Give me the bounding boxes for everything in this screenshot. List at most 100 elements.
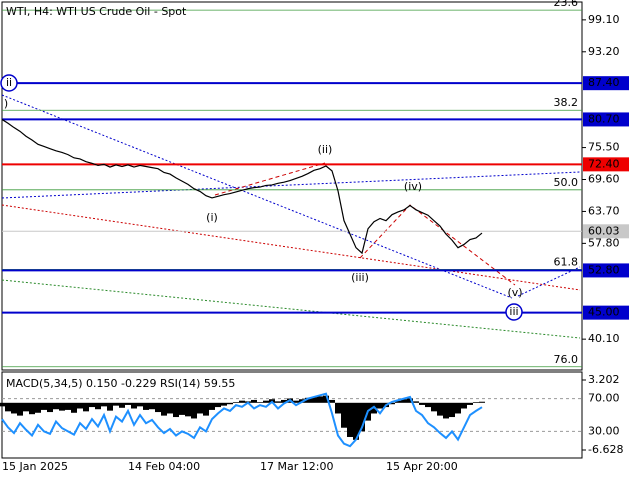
trendline: [1, 94, 513, 299]
macd-bar: [41, 402, 47, 410]
level-label: 52.80: [588, 263, 620, 276]
macd-bar: [119, 402, 125, 408]
x-tick-label: 14 Feb 04:00: [128, 460, 200, 473]
fib-label: 76.0: [554, 353, 579, 366]
macd-bar: [143, 402, 149, 410]
price-line: [1, 118, 483, 255]
macd-bar: [335, 402, 341, 414]
level-box: [583, 263, 629, 278]
macd-bar: [359, 402, 365, 432]
macd-bar: [347, 402, 353, 437]
wave-label: (v): [507, 286, 522, 299]
macd-bar: [71, 402, 77, 413]
macd-bar: [473, 402, 479, 403]
macd-bar: [329, 399, 335, 403]
wave-label: (i): [206, 211, 218, 224]
macd-bar: [29, 402, 35, 415]
level-box: [583, 112, 629, 127]
macd-bar: [155, 402, 161, 413]
macd-bar: [107, 402, 113, 411]
macd-bar: [161, 402, 167, 416]
macd-bar: [101, 402, 107, 407]
wave-path: [359, 204, 516, 286]
fib-label: 50.0: [554, 176, 579, 189]
macd-bar: [47, 402, 53, 413]
macd-bar: [323, 395, 329, 403]
trendline: [517, 266, 581, 297]
macd-bar: [239, 400, 245, 403]
rsi-line: [1, 392, 483, 448]
macd-bar: [11, 402, 17, 414]
y2-tick-label: 3.202: [588, 373, 620, 386]
trendline: [1, 204, 581, 291]
x-tick-label: 15 Apr 20:00: [386, 460, 458, 473]
macd-bar: [401, 399, 407, 403]
macd-bar: [167, 402, 173, 414]
main-panel: [1, 1, 583, 371]
macd-bar: [203, 402, 209, 416]
wave-label: ii: [6, 76, 12, 89]
macd-bar: [257, 402, 263, 403]
macd-bar: [233, 402, 239, 403]
level-box: [583, 305, 629, 320]
wave-label: (iv): [404, 180, 422, 193]
macd-bar: [305, 397, 311, 403]
macd-bar: [35, 402, 41, 413]
wave-path: [214, 162, 326, 196]
macd-bar: [431, 402, 437, 412]
wave-circle: [0, 74, 18, 92]
macd-bar: [413, 401, 419, 403]
macd-bar: [137, 402, 143, 407]
macd-bar: [461, 402, 467, 409]
macd-bar: [197, 402, 203, 414]
macd-bar: [89, 402, 95, 408]
macd-bar: [275, 401, 281, 403]
indicator-title: MACD(5,34,5) 0.150 -0.229 RSI(14) 59.55: [6, 377, 235, 390]
macd-bar: [419, 402, 425, 405]
macd-bar: [293, 400, 299, 403]
chart-title: WTI, H4: WTI US Crude Oil - Spot: [6, 5, 187, 18]
level-label: 45.00: [588, 306, 620, 319]
macd-bar: [317, 396, 323, 403]
macd-bar: [425, 402, 431, 408]
current-price-box: [583, 224, 629, 239]
fib-label: 38.2: [554, 96, 579, 109]
macd-bar: [221, 402, 227, 406]
macd-bar: [113, 402, 119, 406]
level-label: 72.40: [588, 157, 620, 170]
macd-bar: [437, 402, 443, 416]
macd-bar: [407, 398, 413, 403]
x-tick-label: 17 Mar 12:00: [260, 460, 333, 473]
y-tick-label: 70.00: [588, 392, 620, 405]
drawings: [1, 94, 581, 339]
y-tick-label: 69.60: [588, 173, 620, 186]
macd-bar: [353, 402, 359, 440]
macd-bar: [17, 402, 23, 416]
y-tick-label: 99.10: [588, 13, 620, 26]
y-tick-label: 93.20: [588, 45, 620, 58]
macd-bar: [251, 399, 257, 403]
macd-bar: [179, 402, 185, 415]
macd-bar: [95, 402, 101, 410]
macd-bar: [389, 402, 395, 405]
macd-bar: [395, 400, 401, 403]
y-tick-label: 30.00: [588, 424, 620, 437]
wave-label: (iii): [351, 271, 369, 284]
macd-bar: [341, 402, 347, 428]
level-label: 87.40: [588, 76, 620, 89]
macd-bar: [185, 402, 191, 417]
macd-bar: [479, 401, 485, 403]
macd-bar: [191, 402, 197, 419]
fib-label: 61.8: [554, 255, 579, 268]
macd-bar: [65, 402, 71, 410]
macd-bar: [83, 402, 89, 412]
y-tick-label: 40.10: [588, 332, 620, 345]
y-tick-label: 57.80: [588, 236, 620, 249]
macd-bar: [23, 402, 29, 412]
macd-bar: [59, 402, 65, 411]
wave-label: iii: [509, 305, 518, 318]
macd-bar: [281, 399, 287, 403]
indicator-panel: [1, 371, 583, 459]
